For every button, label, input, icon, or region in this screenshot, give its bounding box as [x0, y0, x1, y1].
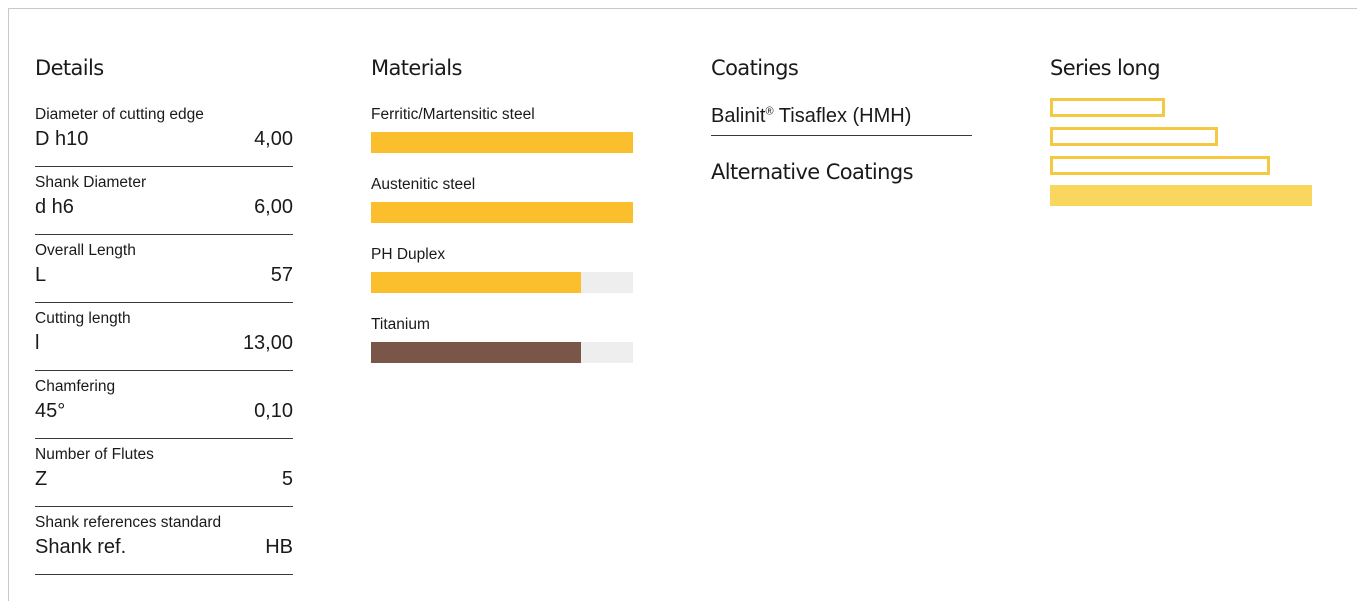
detail-value: 5: [281, 468, 293, 490]
detail-values: l 13,00: [35, 330, 293, 356]
detail-value: 6,00: [254, 196, 293, 218]
detail-value: 4,00: [254, 128, 293, 150]
materials-section: Materials Ferritic/Martensitic steel Aust…: [371, 56, 633, 386]
material-suitability-fill: [371, 202, 633, 223]
material-suitability-fill: [371, 132, 633, 153]
detail-values: L 57: [35, 262, 293, 288]
detail-values: D h10 4,00: [35, 126, 293, 152]
detail-label: Diameter of cutting edge: [35, 106, 204, 123]
detail-symbol: l: [35, 332, 40, 354]
material-label: PH Duplex: [371, 246, 446, 263]
details-section: Details Diameter of cutting edge D h10 4,0…: [35, 56, 293, 575]
material-suitability-fill: [371, 342, 581, 363]
coating-name: Balinit: [711, 105, 766, 127]
detail-values: 45° 0,10: [35, 398, 293, 424]
material-label: Titanium: [371, 316, 430, 333]
materials-title: Materials: [371, 56, 462, 80]
detail-label: Shank Diameter: [35, 174, 147, 191]
detail-row: Shank references standard Shank ref. HB: [35, 507, 293, 575]
content-frame: [8, 8, 1357, 601]
coatings-section: Coatings Balinit® Tisaflex (HMH) Alterna…: [711, 56, 973, 206]
detail-symbol: Z: [35, 468, 48, 490]
detail-label: Overall Length: [35, 242, 136, 259]
detail-row: Overall Length L 57: [35, 235, 293, 303]
material-label: Austenitic steel: [371, 176, 476, 193]
detail-row: Shank Diameter d h6 6,00: [35, 167, 293, 235]
detail-row: Cutting length l 13,00: [35, 303, 293, 371]
detail-symbol: D h10: [35, 128, 89, 150]
material-item: Ferritic/Martensitic steel: [371, 106, 633, 176]
material-item: Titanium: [371, 316, 633, 386]
series-bar-1: [1050, 98, 1165, 117]
materials-list: Ferritic/Martensitic steel Austenitic ste…: [371, 106, 633, 386]
material-item: PH Duplex: [371, 246, 633, 316]
series-section: Series long: [1050, 56, 1312, 208]
coating-type: Tisaflex (HMH): [773, 105, 912, 127]
detail-row: Diameter of cutting edge D h10 4,00: [35, 106, 293, 167]
material-suitability-bar: [371, 202, 633, 223]
detail-symbol: Shank ref.: [35, 536, 127, 558]
detail-label: Cutting length: [35, 310, 131, 327]
material-label: Ferritic/Martensitic steel: [371, 106, 535, 123]
series-title: Series long: [1050, 56, 1161, 80]
detail-values: Shank ref. HB: [35, 534, 293, 560]
material-suitability-bar: [371, 272, 633, 293]
detail-value: 13,00: [242, 332, 293, 354]
detail-symbol: d h6: [35, 196, 74, 218]
details-list: Diameter of cutting edge D h10 4,00 Shank D…: [35, 106, 293, 575]
material-suitability-bar: [371, 132, 633, 153]
material-suitability-fill: [371, 272, 581, 293]
detail-label: Chamfering: [35, 378, 116, 395]
details-title: Details: [35, 56, 104, 80]
detail-label: Number of Flutes: [35, 446, 154, 463]
detail-row: Number of Flutes Z 5: [35, 439, 293, 507]
detail-symbol: 45°: [35, 400, 66, 422]
series-bar-3: [1050, 156, 1270, 175]
alternative-coatings-title: Alternative Coatings: [711, 160, 914, 184]
series-length-indicator: [1050, 98, 1312, 208]
detail-value: 0,10: [254, 400, 293, 422]
detail-label: Shank references standard: [35, 514, 222, 531]
material-item: Austenitic steel: [371, 176, 633, 246]
series-bar-2: [1050, 127, 1218, 146]
material-suitability-bar: [371, 342, 633, 363]
coatings-title: Coatings: [711, 56, 799, 80]
detail-row: Chamfering 45° 0,10: [35, 371, 293, 439]
registered-mark: ®: [765, 105, 774, 118]
detail-value: 57: [270, 264, 293, 286]
detail-values: d h6 6,00: [35, 194, 293, 220]
series-bar-4: [1050, 185, 1312, 206]
coating-value: Balinit® Tisaflex (HMH): [711, 102, 972, 136]
detail-value: HB: [265, 536, 293, 558]
detail-symbol: L: [35, 264, 47, 286]
